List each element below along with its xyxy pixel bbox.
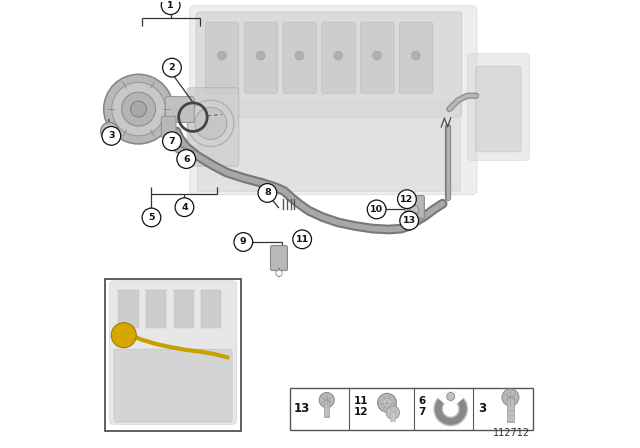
Text: 7: 7: [418, 407, 426, 417]
FancyBboxPatch shape: [271, 246, 287, 271]
Text: 13: 13: [403, 216, 416, 225]
Circle shape: [334, 51, 343, 60]
Circle shape: [447, 392, 454, 401]
Circle shape: [102, 126, 121, 145]
Text: 2: 2: [169, 63, 175, 72]
Circle shape: [161, 0, 180, 15]
Circle shape: [502, 389, 519, 406]
Bar: [146, 290, 166, 327]
Text: 10: 10: [370, 205, 383, 214]
Text: 6: 6: [183, 155, 189, 164]
FancyBboxPatch shape: [467, 53, 529, 160]
FancyBboxPatch shape: [161, 116, 176, 138]
Circle shape: [195, 108, 227, 139]
Circle shape: [383, 398, 392, 407]
Bar: [173, 290, 194, 327]
Text: 12: 12: [354, 407, 369, 417]
Circle shape: [292, 230, 312, 249]
Circle shape: [111, 323, 136, 348]
Text: 1: 1: [167, 1, 174, 10]
FancyBboxPatch shape: [109, 281, 237, 424]
Text: 11: 11: [296, 235, 308, 244]
FancyBboxPatch shape: [197, 103, 460, 192]
Circle shape: [319, 392, 334, 408]
Bar: [324, 400, 330, 417]
Bar: [290, 388, 533, 430]
Bar: [118, 290, 138, 327]
Circle shape: [218, 51, 227, 60]
Text: 12: 12: [401, 195, 413, 204]
Circle shape: [142, 208, 161, 227]
FancyBboxPatch shape: [196, 12, 462, 117]
Circle shape: [445, 403, 456, 415]
FancyBboxPatch shape: [399, 22, 433, 94]
FancyBboxPatch shape: [187, 88, 239, 166]
Text: 8: 8: [264, 189, 271, 198]
FancyBboxPatch shape: [165, 97, 195, 122]
Bar: [202, 290, 221, 327]
Text: 5: 5: [148, 213, 155, 222]
Circle shape: [378, 393, 396, 412]
Circle shape: [372, 51, 381, 60]
FancyBboxPatch shape: [205, 22, 239, 94]
Circle shape: [104, 74, 173, 144]
Circle shape: [122, 92, 156, 126]
Circle shape: [397, 190, 416, 208]
Text: 13: 13: [294, 402, 310, 415]
FancyBboxPatch shape: [190, 6, 477, 195]
FancyBboxPatch shape: [244, 22, 278, 94]
Text: 9: 9: [240, 237, 246, 246]
Text: 7: 7: [169, 137, 175, 146]
Circle shape: [234, 233, 253, 251]
Circle shape: [295, 51, 304, 60]
Circle shape: [258, 184, 276, 202]
Circle shape: [163, 132, 181, 151]
Text: 4: 4: [181, 202, 188, 212]
FancyBboxPatch shape: [114, 349, 232, 422]
FancyBboxPatch shape: [283, 22, 316, 94]
Circle shape: [276, 270, 282, 276]
Text: 3: 3: [478, 402, 486, 415]
Circle shape: [410, 206, 419, 214]
Circle shape: [112, 82, 165, 136]
Circle shape: [400, 211, 419, 230]
Bar: [390, 412, 395, 421]
Text: 3: 3: [108, 131, 115, 140]
Text: 6: 6: [418, 396, 426, 406]
Circle shape: [188, 100, 234, 146]
FancyBboxPatch shape: [360, 22, 394, 94]
FancyBboxPatch shape: [322, 22, 355, 94]
Circle shape: [367, 200, 386, 219]
Bar: [105, 279, 241, 431]
Circle shape: [412, 51, 420, 60]
Circle shape: [386, 406, 399, 419]
Text: 11: 11: [354, 396, 369, 406]
Circle shape: [163, 58, 181, 77]
Text: 112712: 112712: [493, 428, 531, 438]
FancyBboxPatch shape: [476, 66, 521, 152]
Circle shape: [131, 101, 147, 117]
Circle shape: [177, 150, 196, 168]
Circle shape: [100, 122, 118, 140]
Circle shape: [175, 198, 194, 216]
Bar: [508, 397, 513, 422]
Circle shape: [256, 51, 265, 60]
FancyBboxPatch shape: [404, 196, 424, 220]
